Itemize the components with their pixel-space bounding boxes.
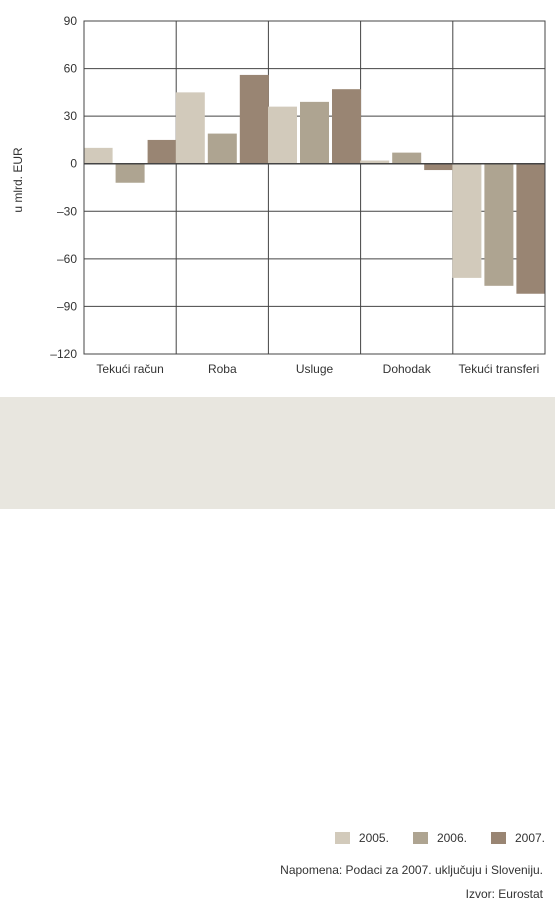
legend-item: 2007. — [490, 831, 545, 845]
bar — [268, 106, 297, 164]
chart-footer: 2005. 2006. 2007. Napomena: Podaci za 2007… — [0, 397, 555, 901]
legend-swatch — [334, 832, 350, 844]
legend-label: 2005. — [358, 831, 389, 845]
y-tick-label: –120 — [50, 347, 77, 361]
legend-item: 2005. — [334, 831, 389, 845]
bar — [424, 163, 454, 171]
legend-label: 2006. — [436, 831, 467, 845]
x-tick-label: Dohodak — [383, 362, 432, 376]
plot-frame — [83, 20, 546, 355]
y-tick-label: –90 — [57, 299, 77, 313]
y-tick-label: 90 — [64, 14, 78, 28]
bar — [175, 92, 205, 164]
y-tick-label: –30 — [57, 204, 77, 218]
x-tick-label: Roba — [208, 362, 237, 376]
y-axis-label: u mlrd. EUR — [11, 147, 25, 213]
x-tick-label: Tekući račun — [96, 362, 163, 376]
legend-swatch — [412, 832, 428, 844]
bar — [360, 160, 390, 164]
bar — [207, 133, 237, 164]
bar — [300, 101, 329, 164]
y-tick-label: 60 — [64, 62, 78, 76]
bar — [147, 139, 177, 164]
bar — [392, 152, 422, 164]
chart-source: Izvor: Eurostat — [465, 887, 543, 901]
legend-label: 2007. — [514, 831, 545, 845]
legend: 2005. 2006. 2007. — [311, 831, 545, 845]
bar — [332, 89, 361, 164]
bar — [484, 163, 514, 286]
x-tick-label: Tekući transferi — [459, 362, 540, 376]
y-tick-label: 30 — [64, 109, 78, 123]
legend-item: 2006. — [412, 831, 467, 845]
legend-swatch — [490, 832, 506, 844]
bar — [516, 163, 546, 294]
bar — [239, 74, 269, 164]
x-tick-label: Usluge — [296, 362, 334, 376]
y-tick-label: 0 — [70, 157, 77, 171]
y-tick-label: –60 — [57, 252, 77, 266]
bar — [83, 147, 113, 164]
bar — [452, 163, 482, 278]
bar — [115, 163, 145, 183]
chart-note: Napomena: Podaci za 2007. uključuju i Sl… — [280, 863, 543, 877]
bar-chart: 90 60 30 0 –30 –60 –90 –120 Tekući račun Roba Uslu… — [11, 14, 546, 376]
